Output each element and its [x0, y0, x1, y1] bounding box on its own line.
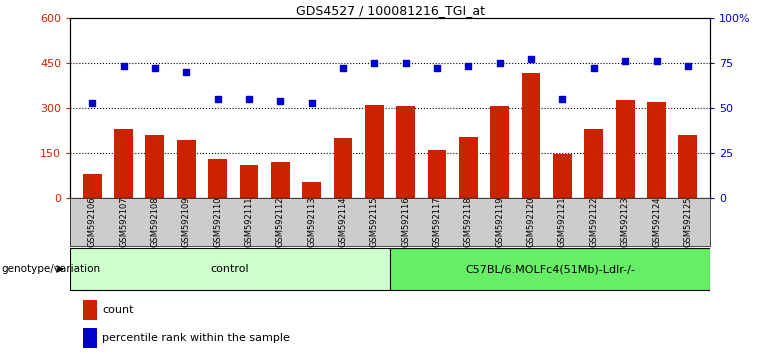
Point: [682, 64, 694, 69]
Bar: [177, 139, 196, 198]
Text: GSM592107: GSM592107: [119, 197, 128, 247]
Point: [368, 60, 381, 66]
Point: [619, 58, 631, 64]
Text: genotype/variation: genotype/variation: [2, 264, 101, 274]
Point: [149, 65, 161, 71]
Bar: [83, 300, 97, 320]
Text: GSM592111: GSM592111: [244, 197, 254, 247]
Point: [211, 96, 224, 102]
FancyBboxPatch shape: [390, 249, 710, 290]
Point: [431, 65, 443, 71]
Bar: [208, 159, 227, 198]
Text: GSM592117: GSM592117: [433, 197, 441, 247]
Text: C57BL/6.MOLFc4(51Mb)-Ldlr-/-: C57BL/6.MOLFc4(51Mb)-Ldlr-/-: [465, 264, 635, 274]
Bar: [679, 135, 697, 198]
Bar: [522, 73, 541, 198]
Bar: [83, 174, 101, 198]
Text: GSM592112: GSM592112: [276, 197, 285, 247]
Point: [306, 100, 318, 105]
Text: GSM592115: GSM592115: [370, 197, 379, 247]
Text: GSM592108: GSM592108: [151, 197, 159, 247]
Point: [243, 96, 255, 102]
Bar: [647, 102, 666, 198]
Text: GSM592124: GSM592124: [652, 197, 661, 247]
Bar: [334, 138, 353, 198]
Point: [587, 65, 600, 71]
Bar: [365, 105, 384, 198]
Point: [494, 60, 506, 66]
Bar: [271, 162, 289, 198]
Text: control: control: [211, 264, 250, 274]
Bar: [83, 328, 97, 348]
Point: [117, 64, 129, 69]
Title: GDS4527 / 100081216_TGI_at: GDS4527 / 100081216_TGI_at: [296, 4, 484, 17]
Point: [525, 56, 537, 62]
Bar: [396, 107, 415, 198]
Bar: [553, 154, 572, 198]
Bar: [491, 107, 509, 198]
Point: [399, 60, 412, 66]
Text: GSM592110: GSM592110: [213, 197, 222, 247]
Text: GSM592106: GSM592106: [87, 197, 97, 247]
Point: [651, 58, 663, 64]
FancyBboxPatch shape: [70, 249, 390, 290]
Text: GSM592125: GSM592125: [683, 197, 693, 247]
Point: [180, 69, 193, 75]
Bar: [302, 182, 321, 198]
Text: GSM592116: GSM592116: [401, 197, 410, 247]
Text: GSM592118: GSM592118: [464, 197, 473, 247]
Text: GSM592120: GSM592120: [526, 197, 536, 247]
Text: GSM592109: GSM592109: [182, 197, 190, 247]
Bar: [239, 165, 258, 198]
Text: GSM592123: GSM592123: [621, 197, 629, 247]
Point: [86, 100, 98, 105]
Text: GSM592122: GSM592122: [590, 197, 598, 247]
Point: [556, 96, 569, 102]
Text: GSM592121: GSM592121: [558, 197, 567, 247]
Bar: [114, 129, 133, 198]
Bar: [145, 135, 165, 198]
Point: [274, 98, 286, 104]
Bar: [459, 137, 478, 198]
Text: percentile rank within the sample: percentile rank within the sample: [102, 333, 290, 343]
Bar: [427, 150, 446, 198]
Text: GSM592119: GSM592119: [495, 197, 504, 247]
Bar: [584, 129, 603, 198]
Point: [337, 65, 349, 71]
Text: GSM592114: GSM592114: [339, 197, 347, 247]
Text: GSM592113: GSM592113: [307, 197, 316, 247]
Point: [462, 64, 474, 69]
Text: count: count: [102, 305, 133, 315]
Bar: [615, 101, 635, 198]
